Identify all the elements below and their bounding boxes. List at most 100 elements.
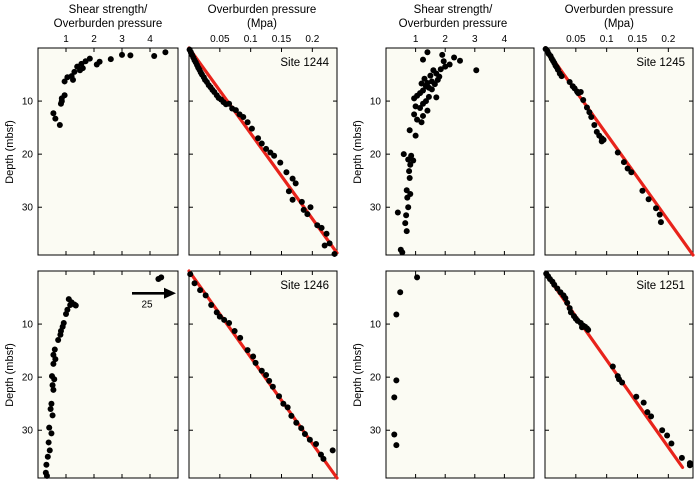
data-point (583, 104, 590, 111)
data-point (405, 204, 412, 211)
y-tick-label: 20 (370, 150, 382, 161)
data-point (424, 107, 431, 114)
data-point (285, 188, 292, 195)
data-point (412, 132, 419, 139)
data-point (63, 310, 69, 317)
data-point (656, 211, 663, 218)
data-point (418, 119, 425, 126)
data-point (580, 97, 587, 104)
data-point (406, 175, 413, 182)
data-point (609, 363, 616, 370)
panel-6: 10 20 30 (370, 270, 535, 479)
data-point (320, 455, 327, 462)
header-shear-line1-right: Shear strength/ (414, 4, 493, 16)
data-point (633, 393, 640, 400)
data-point (248, 125, 255, 132)
data-point (155, 275, 162, 282)
plot-frame (385, 47, 535, 256)
data-point (424, 49, 431, 56)
data-point (427, 72, 434, 79)
data-point (49, 412, 56, 419)
data-point (50, 110, 57, 117)
data-point (51, 376, 58, 383)
data-point (250, 353, 257, 360)
data-point (52, 115, 59, 122)
data-point (431, 81, 438, 88)
x-tick-label: 0.2 (305, 34, 319, 45)
data-point (314, 222, 321, 229)
data-point (420, 56, 426, 63)
x-tick-label: 0.2 (661, 34, 675, 45)
data-point (659, 427, 666, 434)
data-point (216, 313, 223, 320)
data-point (50, 386, 57, 393)
data-point (119, 51, 125, 58)
data-point (585, 326, 592, 333)
data-point (298, 198, 305, 205)
data-point (404, 194, 411, 201)
y-tick-label: 10 (22, 320, 34, 331)
data-point (300, 206, 307, 213)
data-point (399, 249, 406, 256)
data-point (51, 346, 58, 353)
data-point (213, 309, 220, 316)
data-point (451, 54, 458, 61)
data-point (255, 135, 262, 142)
x-tick-label: 4 (147, 34, 153, 45)
data-point (393, 377, 400, 384)
data-point (289, 175, 296, 182)
data-point (202, 292, 209, 299)
header-shear-line2-right: Overburden pressure (399, 18, 508, 30)
y-axis-label-top-left: Depth (mbsf) (4, 120, 16, 184)
data-point (564, 299, 571, 306)
data-point (271, 152, 278, 159)
data-point (46, 424, 53, 431)
data-point (619, 379, 626, 386)
data-point (420, 100, 426, 107)
data-point (252, 359, 259, 366)
data-point (437, 66, 444, 73)
data-point (307, 204, 314, 211)
data-point (402, 220, 409, 227)
data-point (289, 196, 296, 203)
data-point (407, 161, 414, 168)
data-point (57, 100, 64, 107)
site-label: Site 1244 (280, 57, 329, 69)
data-point (187, 271, 194, 278)
data-point (231, 327, 238, 334)
data-point (49, 382, 56, 389)
data-point (244, 119, 251, 126)
data-point (442, 63, 449, 70)
x-tick-label: 0.15 (272, 34, 292, 45)
data-point (43, 472, 50, 479)
data-point (411, 95, 418, 102)
site-label: Site 1245 (636, 57, 685, 69)
x-tick-label: 0.05 (210, 34, 230, 45)
data-point (277, 159, 284, 166)
plot-frame (37, 47, 179, 256)
data-point (393, 311, 400, 318)
y-tick-label: 30 (370, 203, 382, 214)
data-point (48, 400, 55, 407)
x-tick-label: 2 (91, 34, 97, 45)
data-point (403, 212, 410, 219)
data-point (72, 302, 79, 309)
site-label: Site 1251 (636, 280, 685, 292)
data-point (406, 127, 413, 134)
data-point (50, 360, 57, 367)
data-point (393, 442, 400, 449)
data-point (93, 61, 100, 68)
data-point (258, 367, 265, 374)
header-shear-line2-left: Overburden pressure (54, 18, 163, 30)
data-point (162, 49, 169, 56)
offscale-arrow-head (164, 287, 176, 299)
data-point (644, 409, 651, 416)
data-point (394, 209, 401, 216)
data-point (284, 404, 291, 411)
data-point (263, 372, 270, 379)
data-point (577, 89, 584, 96)
data-point (70, 76, 76, 83)
y-tick-label: 30 (370, 426, 382, 437)
data-point (686, 462, 693, 469)
